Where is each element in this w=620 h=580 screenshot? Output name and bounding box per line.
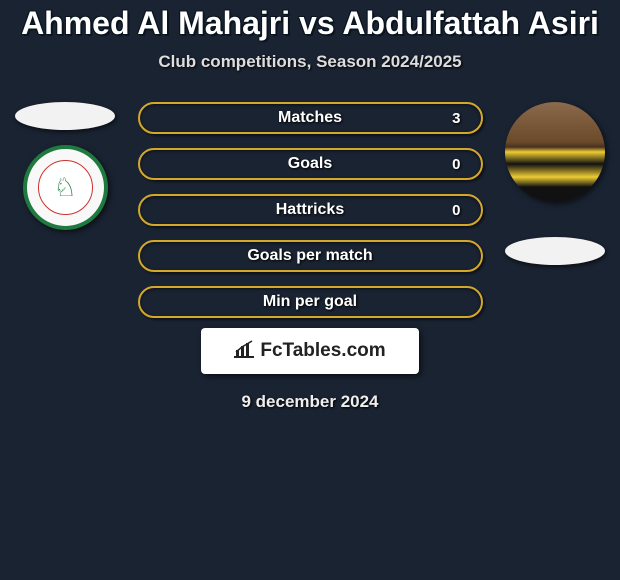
stat-label: Matches <box>278 109 342 127</box>
stat-bar-hattricks: Hattricks 0 <box>138 194 483 226</box>
brand-text-wrap: FcTables.com <box>234 340 385 363</box>
content-row: ♘ Matches 3 Goals 0 Hattricks 0 Goals pe… <box>0 102 620 318</box>
stat-bar-matches: Matches 3 <box>138 102 483 134</box>
stat-label: Hattricks <box>276 201 344 219</box>
player-ellipse-left <box>15 102 115 130</box>
stat-bar-mpg: Min per goal <box>138 286 483 318</box>
right-column <box>500 102 610 265</box>
stat-label: Goals <box>288 155 332 173</box>
player-ellipse-right <box>505 237 605 265</box>
club-badge-left: ♘ <box>23 145 108 230</box>
stat-label: Min per goal <box>263 293 357 311</box>
player-photo-right <box>505 102 605 202</box>
stat-value: 0 <box>452 202 460 219</box>
club-badge-inner: ♘ <box>38 160 93 215</box>
stat-value: 3 <box>452 110 460 127</box>
date-text: 9 december 2024 <box>241 392 378 412</box>
comparison-card: Ahmed Al Mahajri vs Abdulfattah Asiri Cl… <box>0 0 620 412</box>
page-title: Ahmed Al Mahajri vs Abdulfattah Asiri <box>21 5 599 42</box>
stats-column: Matches 3 Goals 0 Hattricks 0 Goals per … <box>138 102 483 318</box>
stat-label: Goals per match <box>247 247 372 265</box>
left-column: ♘ <box>10 102 120 230</box>
stat-bar-goals: Goals 0 <box>138 148 483 180</box>
stat-bar-gpm: Goals per match <box>138 240 483 272</box>
brand-badge[interactable]: FcTables.com <box>201 328 419 374</box>
page-subtitle: Club competitions, Season 2024/2025 <box>158 52 461 72</box>
brand-text: FcTables.com <box>260 340 385 362</box>
stat-value: 0 <box>452 156 460 173</box>
horse-icon: ♘ <box>53 172 76 203</box>
chart-icon <box>234 340 254 363</box>
